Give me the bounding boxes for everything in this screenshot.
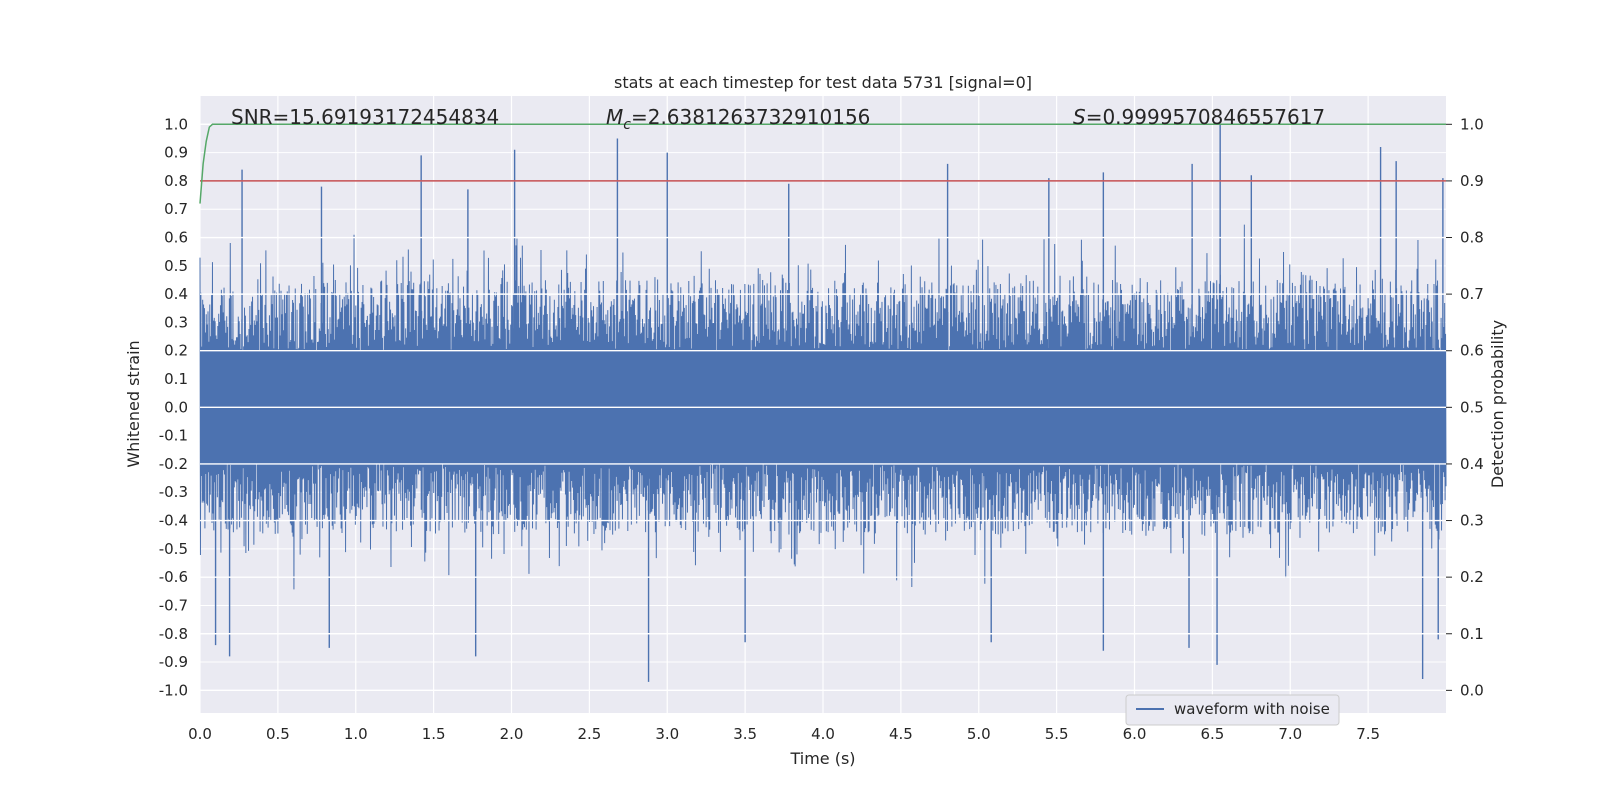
x-tick-label: 1.0 [344,725,368,743]
left-tick-label: -0.4 [159,512,188,530]
right-tick-label: 0.8 [1460,229,1484,247]
left-tick-label: -0.3 [159,483,188,501]
detection-probability-line [199,123,1446,204]
x-axis-label: Time (s) [789,749,855,768]
right-tick-label: 0.0 [1460,681,1484,699]
left-tick-label: -0.5 [159,540,188,558]
right-tick-label: 0.5 [1460,398,1484,416]
x-tick-label: 4.0 [811,725,835,743]
x-tick-label: 2.5 [577,725,601,743]
left-tick-labels: 1.0 0.9 0.8 0.7 0.6 0.5 0.4 0.3 0.2 0.1 0.0 -0.1 -0.… [159,115,188,699]
x-tick-label: 7.0 [1278,725,1302,743]
chirp-mass-symbol: M [606,105,623,129]
legend-box [1125,694,1340,726]
left-tick-label: -0.8 [159,625,188,643]
chirp-mass-subscript: c [623,117,631,133]
left-tick-label: 0.5 [164,257,188,275]
x-tick-label: 6.5 [1200,725,1224,743]
left-tick-label: -0.2 [159,455,188,473]
right-y-axis-label: Detection probability [1488,320,1507,488]
left-tick-label: 0.1 [164,370,188,388]
left-tick-label: 0.7 [164,200,188,218]
right-tick-label: 0.3 [1460,512,1484,530]
right-tick-label: 0.1 [1460,625,1484,643]
left-tick-label: 0.0 [164,398,188,416]
right-tick-labels: 1.0 0.9 0.8 0.7 0.6 0.5 0.4 0.3 0.2 0.1 0.0 [1446,115,1484,699]
x-tick-label: 5.0 [967,725,991,743]
x-tick-label: 0.0 [188,725,212,743]
left-tick-label: -1.0 [159,681,188,699]
chart-title: stats at each timestep for test data 573… [614,73,1032,92]
right-tick-label: 1.0 [1460,115,1484,133]
score-symbol: S [1073,105,1086,129]
x-tick-label: 6.0 [1123,725,1147,743]
x-tick-label: 3.0 [655,725,679,743]
left-tick-label: 0.3 [164,313,188,331]
left-tick-label: 0.4 [164,285,188,303]
x-tick-label: 1.5 [422,725,446,743]
left-tick-label: 0.9 [164,144,188,162]
probability-layer [199,123,1446,692]
left-tick-label: 0.2 [164,342,188,360]
right-tick-label: 0.6 [1460,342,1484,360]
x-tick-label: 4.5 [889,725,913,743]
left-tick-label: -0.6 [159,568,188,586]
x-tick-labels: 0.0 0.5 1.0 1.5 2.0 2.5 3.0 3.5 4.0 4.5 5.0 5.5 6.0 6… [188,725,1380,743]
left-tick-label: 0.6 [164,229,188,247]
left-tick-label: -0.9 [159,653,188,671]
score-value: =0.9999570846557617 [1086,105,1325,129]
x-tick-label: 5.5 [1045,725,1069,743]
left-tick-label: 0.8 [164,172,188,190]
chirp-mass-annotation: Mc=2.6381263732910156 [606,105,870,133]
legend: waveform with noise [1125,694,1340,726]
x-tick-label: 2.0 [500,725,524,743]
chirp-mass-value: =2.6381263732910156 [631,105,870,129]
right-tick-label: 0.9 [1460,172,1484,190]
x-tick-label: 7.5 [1356,725,1380,743]
x-tick-label: 3.5 [733,725,757,743]
right-tick-label: 0.4 [1460,455,1484,473]
snr-annotation: SNR=15.69193172454834 [231,105,499,129]
x-tick-label: 0.5 [266,725,290,743]
left-tick-label: -0.7 [159,596,188,614]
right-tick-label: 0.7 [1460,285,1484,303]
legend-label: waveform with noise [1174,700,1330,718]
left-y-axis-label: Whitened strain [124,340,143,467]
left-tick-label: -0.1 [159,427,188,445]
score-annotation: S=0.9999570846557617 [1073,105,1325,129]
right-tick-label: 0.2 [1460,568,1484,586]
left-tick-label: 1.0 [164,115,188,133]
